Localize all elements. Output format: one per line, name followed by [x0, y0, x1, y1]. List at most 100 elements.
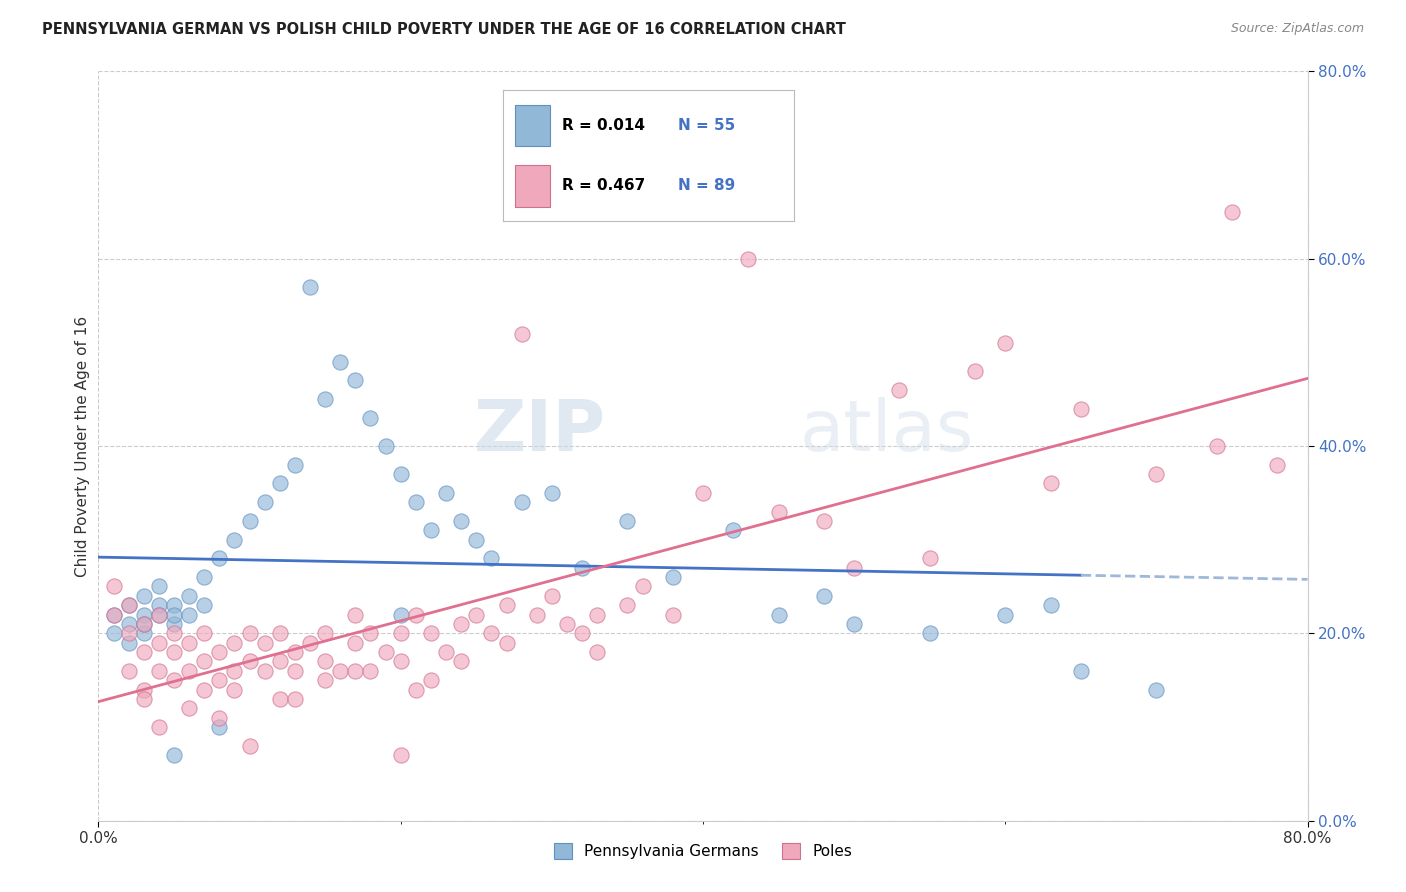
Point: [193, 655, 215, 669]
Point: [692, 486, 714, 500]
Point: [132, 589, 155, 603]
Point: [329, 664, 352, 678]
Point: [374, 439, 396, 453]
Point: [1144, 467, 1167, 482]
Point: [965, 364, 987, 378]
Point: [389, 747, 412, 762]
Point: [179, 589, 201, 603]
Point: [118, 599, 141, 613]
Point: [420, 626, 443, 640]
Point: [148, 607, 170, 622]
Point: [314, 673, 336, 688]
Point: [360, 664, 382, 678]
Point: [132, 617, 155, 632]
Point: [269, 626, 291, 640]
Point: [314, 655, 336, 669]
Point: [889, 383, 911, 397]
Point: [132, 607, 155, 622]
Point: [284, 645, 307, 659]
Point: [163, 607, 186, 622]
Point: [163, 617, 186, 632]
Point: [631, 580, 654, 594]
Point: [661, 607, 683, 622]
Point: [118, 617, 141, 632]
Point: [118, 635, 141, 649]
Point: [1039, 476, 1062, 491]
Point: [1206, 439, 1229, 453]
Point: [132, 645, 155, 659]
Point: [465, 607, 488, 622]
Point: [118, 626, 141, 640]
Point: [661, 570, 683, 584]
Point: [179, 635, 201, 649]
Text: PENNSYLVANIA GERMAN VS POLISH CHILD POVERTY UNDER THE AGE OF 16 CORRELATION CHAR: PENNSYLVANIA GERMAN VS POLISH CHILD POVE…: [42, 22, 846, 37]
Point: [555, 617, 578, 632]
Point: [813, 589, 835, 603]
Point: [434, 645, 457, 659]
Point: [118, 599, 141, 613]
Point: [344, 664, 367, 678]
Point: [148, 635, 170, 649]
Point: [918, 626, 941, 640]
Point: [737, 252, 759, 266]
Point: [813, 514, 835, 528]
Point: [405, 682, 427, 697]
Point: [510, 495, 533, 509]
Point: [586, 607, 609, 622]
Point: [148, 664, 170, 678]
Point: [284, 692, 307, 706]
Point: [269, 692, 291, 706]
Point: [389, 626, 412, 640]
Point: [103, 607, 125, 622]
Point: [360, 626, 382, 640]
Point: [1220, 205, 1243, 219]
Point: [148, 607, 170, 622]
Point: [239, 514, 262, 528]
Point: [526, 607, 548, 622]
Point: [465, 533, 488, 547]
Legend: Pennsylvania Germans, Poles: Pennsylvania Germans, Poles: [547, 838, 859, 865]
Point: [344, 607, 367, 622]
Point: [208, 645, 231, 659]
Point: [208, 710, 231, 724]
Point: [224, 533, 246, 547]
Point: [344, 374, 367, 388]
Point: [616, 599, 638, 613]
Point: [163, 645, 186, 659]
Point: [269, 655, 291, 669]
Point: [571, 561, 593, 575]
Point: [768, 505, 790, 519]
Point: [284, 664, 307, 678]
Point: [329, 355, 352, 369]
Point: [723, 524, 745, 538]
Point: [844, 561, 866, 575]
Text: ZIP: ZIP: [474, 397, 606, 466]
Point: [253, 664, 276, 678]
Point: [239, 739, 262, 753]
Point: [103, 607, 125, 622]
Point: [163, 626, 186, 640]
Point: [510, 326, 533, 341]
Point: [616, 514, 638, 528]
Point: [1070, 401, 1092, 416]
Point: [284, 458, 307, 472]
Point: [495, 599, 517, 613]
Point: [179, 664, 201, 678]
Point: [918, 551, 941, 566]
Point: [405, 607, 427, 622]
Point: [208, 551, 231, 566]
Text: atlas: atlas: [800, 397, 974, 466]
Point: [224, 664, 246, 678]
Point: [389, 467, 412, 482]
Point: [269, 476, 291, 491]
Point: [132, 617, 155, 632]
Y-axis label: Child Poverty Under the Age of 16: Child Poverty Under the Age of 16: [75, 316, 90, 576]
Point: [1144, 682, 1167, 697]
Point: [253, 635, 276, 649]
Point: [420, 673, 443, 688]
Point: [179, 607, 201, 622]
Point: [103, 626, 125, 640]
Point: [132, 626, 155, 640]
Point: [163, 673, 186, 688]
Point: [344, 635, 367, 649]
